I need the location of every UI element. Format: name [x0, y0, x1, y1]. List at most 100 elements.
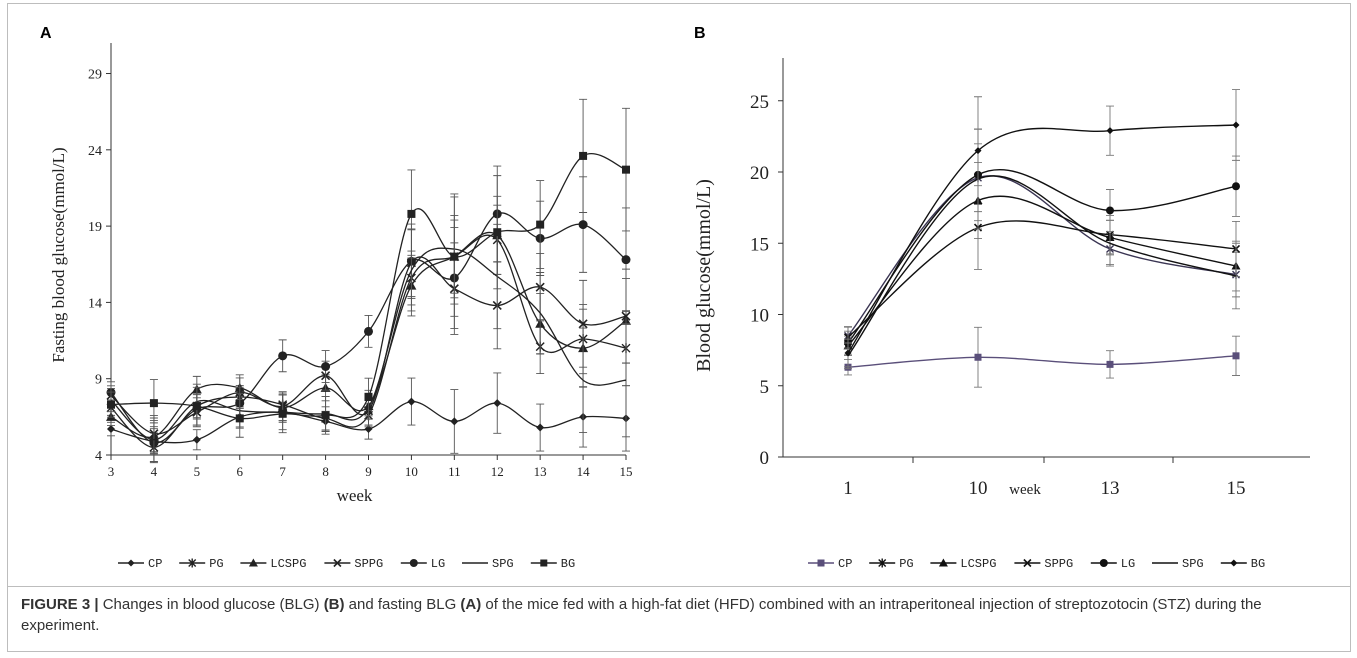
- figure-caption: FIGURE 3 | Changes in blood glucose (BLG…: [21, 594, 1331, 636]
- legend-label: LG: [431, 557, 445, 571]
- data-point: [364, 326, 373, 336]
- legend-marker: [1023, 558, 1032, 568]
- caption-label: FIGURE 3 |: [21, 596, 99, 613]
- legend-item-a-sppg: SPPG: [324, 557, 383, 571]
- x-tick-label-b: 1: [843, 478, 853, 499]
- series-b-lg: [844, 128, 1240, 356]
- x-tick-label-a: 11: [448, 464, 461, 479]
- legend-label: CP: [838, 557, 852, 571]
- legend-marker: [127, 559, 135, 567]
- y-tick-label-b: 25: [750, 92, 769, 113]
- data-point: [1232, 121, 1240, 129]
- legend-b: CP PG LCSPG SPPG LG SPG BG: [808, 557, 1265, 571]
- legend-label: SPPG: [1044, 557, 1073, 571]
- data-point: [1106, 127, 1114, 135]
- legend-label: CP: [148, 557, 162, 571]
- y-tick-label-b: 20: [750, 163, 769, 184]
- series-b-spg: [844, 128, 1240, 370]
- caption-separator: [7, 586, 1350, 587]
- data-point: [321, 411, 330, 420]
- data-point: [364, 393, 373, 402]
- legend-label: LG: [1121, 557, 1135, 571]
- x-tick-label-a: 4: [151, 464, 158, 479]
- panel-a-letter: A: [40, 25, 52, 42]
- legend-item-b-lcspg: LCSPG: [930, 557, 996, 571]
- x-tick-label-a: 15: [620, 464, 633, 479]
- x-tick-label-a: 13: [534, 464, 547, 479]
- y-tick-label-b: 15: [750, 234, 769, 255]
- x-tick-label-a: 12: [491, 464, 504, 479]
- legend-item-a-cp: CP: [118, 557, 162, 571]
- x-axis-title-a: week: [337, 486, 373, 505]
- x-tick-label-a: 5: [194, 464, 201, 479]
- x-tick-label-a: 14: [577, 464, 591, 479]
- legend-marker: [540, 559, 548, 567]
- legend-label: BG: [1251, 557, 1265, 571]
- x-axis-title-b: week: [1009, 482, 1041, 498]
- data-point: [407, 397, 416, 406]
- data-point: [278, 409, 287, 418]
- series-a-bg: [107, 98, 630, 438]
- y-tick-label-a: 9: [95, 373, 102, 388]
- x-tick-label-a: 10: [405, 464, 418, 479]
- caption-text-3: of the mice fed with a high-fat diet (HF…: [21, 596, 1262, 634]
- legend-marker: [248, 558, 258, 567]
- legend-item-a-pg: PG: [179, 557, 224, 571]
- figure-frame: [7, 3, 1351, 652]
- y-tick-label-a: 29: [88, 68, 102, 83]
- x-tick-label-a: 3: [108, 464, 115, 479]
- data-point: [493, 228, 502, 237]
- legend-marker: [817, 559, 825, 567]
- legend-item-a-lg: LG: [400, 557, 445, 571]
- data-point: [536, 423, 545, 432]
- data-point: [578, 220, 588, 230]
- series-b-bg: [844, 89, 1240, 368]
- data-point: [1232, 182, 1240, 191]
- series-line: [847, 195, 1237, 347]
- series-line: [847, 220, 1237, 338]
- series-line: [847, 355, 1237, 368]
- data-point: [450, 417, 459, 426]
- y-tick-label-b: 5: [760, 377, 770, 398]
- legend-a: CP PG LCSPG SPPG LG SPG BG: [118, 557, 575, 571]
- data-point: [844, 349, 852, 357]
- x-tick-label-b: 15: [1227, 478, 1246, 499]
- x-tick-label-b: 10: [969, 478, 988, 499]
- legend-item-b-pg: PG: [869, 557, 914, 571]
- data-point: [192, 435, 201, 444]
- data-point: [536, 220, 545, 229]
- chart-b: 0 5 10 15 20 25 1 10 13 15 week Blood glucose(mmol/…: [693, 58, 1310, 571]
- caption-panel-b-ref: (B): [323, 596, 345, 613]
- data-point: [192, 402, 201, 411]
- data-point: [107, 400, 115, 409]
- series-b-cp: [844, 326, 1240, 388]
- legend-marker: [1099, 559, 1108, 567]
- legend-label: LCSPG: [270, 557, 306, 571]
- y-tick-label-a: 4: [95, 449, 102, 464]
- data-point: [1106, 206, 1114, 215]
- legend-item-a-bg: BG: [530, 557, 575, 571]
- data-point: [578, 319, 588, 329]
- y-tick-label-a: 19: [88, 220, 102, 235]
- data-point: [321, 361, 331, 371]
- data-point: [235, 414, 244, 423]
- data-point: [622, 165, 630, 174]
- y-axis-title-b: Blood glucose(mmol/L): [693, 179, 715, 372]
- data-point: [974, 147, 982, 155]
- caption-text-2: and fasting BLG: [344, 596, 461, 613]
- legend-item-b-bg: BG: [1220, 557, 1265, 571]
- legend-label: BG: [561, 557, 575, 571]
- data-point: [579, 151, 588, 160]
- series-line: [847, 168, 1237, 344]
- y-tick-label-b: 0: [760, 448, 770, 469]
- legend-item-b-lg: LG: [1090, 557, 1135, 571]
- legend-item-b-sppg: SPPG: [1014, 557, 1073, 571]
- legend-label: SPG: [492, 557, 514, 571]
- data-point: [621, 255, 631, 265]
- legend-item-b-cp: CP: [808, 557, 852, 571]
- legend-marker: [409, 559, 418, 567]
- series-line: [847, 124, 1237, 354]
- y-axis-title-a: Fasting blood glucose(mmol/L): [49, 147, 68, 362]
- data-point: [278, 351, 288, 361]
